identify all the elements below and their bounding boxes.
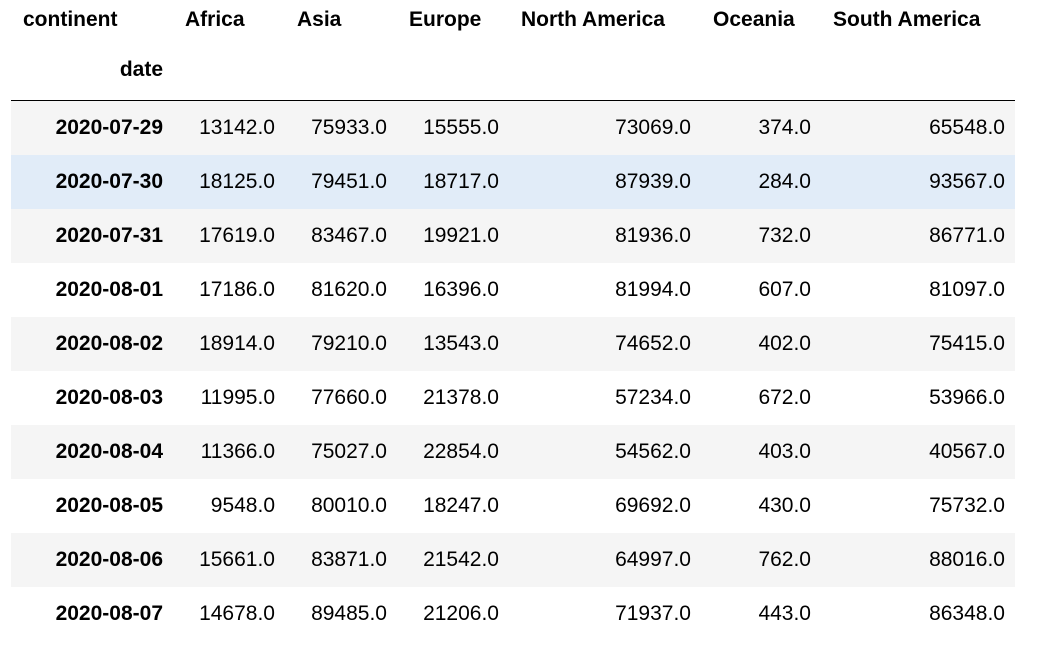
index-name-row: date — [11, 40, 1015, 101]
table-cell: 14678.0 — [199, 602, 275, 625]
row-index-date: 2020-08-06 — [55, 548, 163, 571]
table-row: 2020-08-03 11995.0 77660.0 21378.0 57234.0 67… — [11, 371, 1015, 425]
table-row: 2020-07-29 13142.0 75933.0 15555.0 73069.0 37… — [11, 100, 1015, 155]
table-cell: 18914.0 — [199, 332, 275, 355]
table-cell: 15661.0 — [199, 548, 275, 571]
table-cell: 18717.0 — [423, 170, 499, 193]
empty-header-cell — [509, 40, 701, 101]
row-index-date: 2020-08-04 — [55, 440, 163, 463]
table-row: 2020-08-04 11366.0 75027.0 22854.0 54562.0 40… — [11, 425, 1015, 479]
table-cell: 607.0 — [758, 278, 811, 301]
table-cell: 65548.0 — [929, 116, 1005, 139]
table-cell: 18125.0 — [199, 170, 275, 193]
table-cell: 81994.0 — [615, 278, 691, 301]
table-cell: 81097.0 — [929, 278, 1005, 301]
table-cell: 79451.0 — [311, 170, 387, 193]
table-cell: 73069.0 — [615, 116, 691, 139]
row-index-date: 2020-08-01 — [55, 278, 163, 301]
table-cell: 54562.0 — [615, 440, 691, 463]
table-cell: 21378.0 — [423, 386, 499, 409]
row-index-date: 2020-07-29 — [55, 116, 163, 139]
row-index-date: 2020-08-05 — [55, 494, 163, 517]
table-cell: 71937.0 — [615, 602, 691, 625]
table-cell: 86771.0 — [929, 224, 1005, 247]
table-cell: 19921.0 — [423, 224, 499, 247]
table-cell: 13543.0 — [423, 332, 499, 355]
empty-header-cell — [397, 40, 509, 101]
table-cell: 81620.0 — [311, 278, 387, 301]
table-cell: 13142.0 — [199, 116, 275, 139]
table-cell: 64997.0 — [615, 548, 691, 571]
column-header: South America — [833, 8, 981, 31]
table-cell: 15555.0 — [423, 116, 499, 139]
column-header: North America — [521, 8, 665, 31]
columns-axis-label: continent — [23, 8, 118, 31]
table-cell: 74652.0 — [615, 332, 691, 355]
table-cell: 22854.0 — [423, 440, 499, 463]
table-body: 2020-07-29 13142.0 75933.0 15555.0 73069.0 37… — [11, 100, 1015, 641]
table-cell: 11366.0 — [200, 440, 275, 463]
table-cell: 9548.0 — [210, 494, 275, 517]
table-row: 2020-07-30 18125.0 79451.0 18717.0 87939.0 28… — [11, 155, 1015, 209]
row-index-date: 2020-08-02 — [55, 332, 163, 355]
table-cell: 57234.0 — [615, 386, 691, 409]
row-index-date: 2020-07-30 — [55, 170, 163, 193]
column-header: Oceania — [713, 8, 795, 31]
empty-header-cell — [285, 40, 397, 101]
table-row: 2020-08-05 9548.0 80010.0 18247.0 69692.0 430… — [11, 479, 1015, 533]
empty-header-cell — [821, 40, 1015, 101]
table-cell: 672.0 — [758, 386, 811, 409]
table-cell: 83467.0 — [311, 224, 387, 247]
table-cell: 21206.0 — [423, 602, 499, 625]
table-cell: 87939.0 — [615, 170, 691, 193]
index-axis-label: date — [119, 58, 163, 81]
row-index-date: 2020-08-07 — [55, 602, 163, 625]
table-cell: 53966.0 — [929, 386, 1005, 409]
table-cell: 88016.0 — [929, 548, 1005, 571]
table-cell: 762.0 — [758, 548, 811, 571]
table-cell: 89485.0 — [311, 602, 387, 625]
table-cell: 403.0 — [758, 440, 811, 463]
table-cell: 21542.0 — [423, 548, 499, 571]
table-row: 2020-08-02 18914.0 79210.0 13543.0 74652.0 40… — [11, 317, 1015, 371]
table-cell: 16396.0 — [423, 278, 499, 301]
column-header: Europe — [409, 8, 482, 31]
table-cell: 86348.0 — [929, 602, 1005, 625]
table-cell: 430.0 — [758, 494, 811, 517]
table-cell: 79210.0 — [311, 332, 387, 355]
empty-header-cell — [173, 40, 285, 101]
table-cell: 18247.0 — [423, 494, 499, 517]
table-cell: 81936.0 — [615, 224, 691, 247]
row-index-date: 2020-08-03 — [55, 386, 163, 409]
table-cell: 402.0 — [758, 332, 811, 355]
table-row: 2020-07-31 17619.0 83467.0 19921.0 81936.0 73… — [11, 209, 1015, 263]
table-cell: 75732.0 — [929, 494, 1005, 517]
table-cell: 17619.0 — [199, 224, 275, 247]
table-cell: 80010.0 — [311, 494, 387, 517]
table-cell: 75933.0 — [311, 116, 387, 139]
column-header: Asia — [297, 8, 342, 31]
table-cell: 83871.0 — [311, 548, 387, 571]
table-cell: 284.0 — [758, 170, 811, 193]
table-cell: 732.0 — [758, 224, 811, 247]
table-cell: 40567.0 — [929, 440, 1005, 463]
table-row: 2020-08-01 17186.0 81620.0 16396.0 81994.0 60… — [11, 263, 1015, 317]
table-cell: 11995.0 — [200, 386, 275, 409]
column-names-row: continent Africa Asia Europe North Ameri… — [11, 0, 1015, 40]
dataframe-table: continent Africa Asia Europe North Ameri… — [11, 0, 1015, 641]
table-row: 2020-08-07 14678.0 89485.0 21206.0 71937.0 44… — [11, 587, 1015, 641]
table-cell: 374.0 — [758, 116, 811, 139]
table-cell: 75415.0 — [929, 332, 1005, 355]
column-header: Africa — [185, 8, 245, 31]
table-header: continent Africa Asia Europe North Ameri… — [11, 0, 1015, 101]
table-cell: 69692.0 — [615, 494, 691, 517]
table-cell: 17186.0 — [199, 278, 275, 301]
table-cell: 77660.0 — [311, 386, 387, 409]
empty-header-cell — [701, 40, 821, 101]
row-index-date: 2020-07-31 — [55, 224, 163, 247]
table-cell: 443.0 — [758, 602, 811, 625]
table-cell: 93567.0 — [929, 170, 1005, 193]
table-cell: 75027.0 — [311, 440, 387, 463]
table-row: 2020-08-06 15661.0 83871.0 21542.0 64997.0 76… — [11, 533, 1015, 587]
